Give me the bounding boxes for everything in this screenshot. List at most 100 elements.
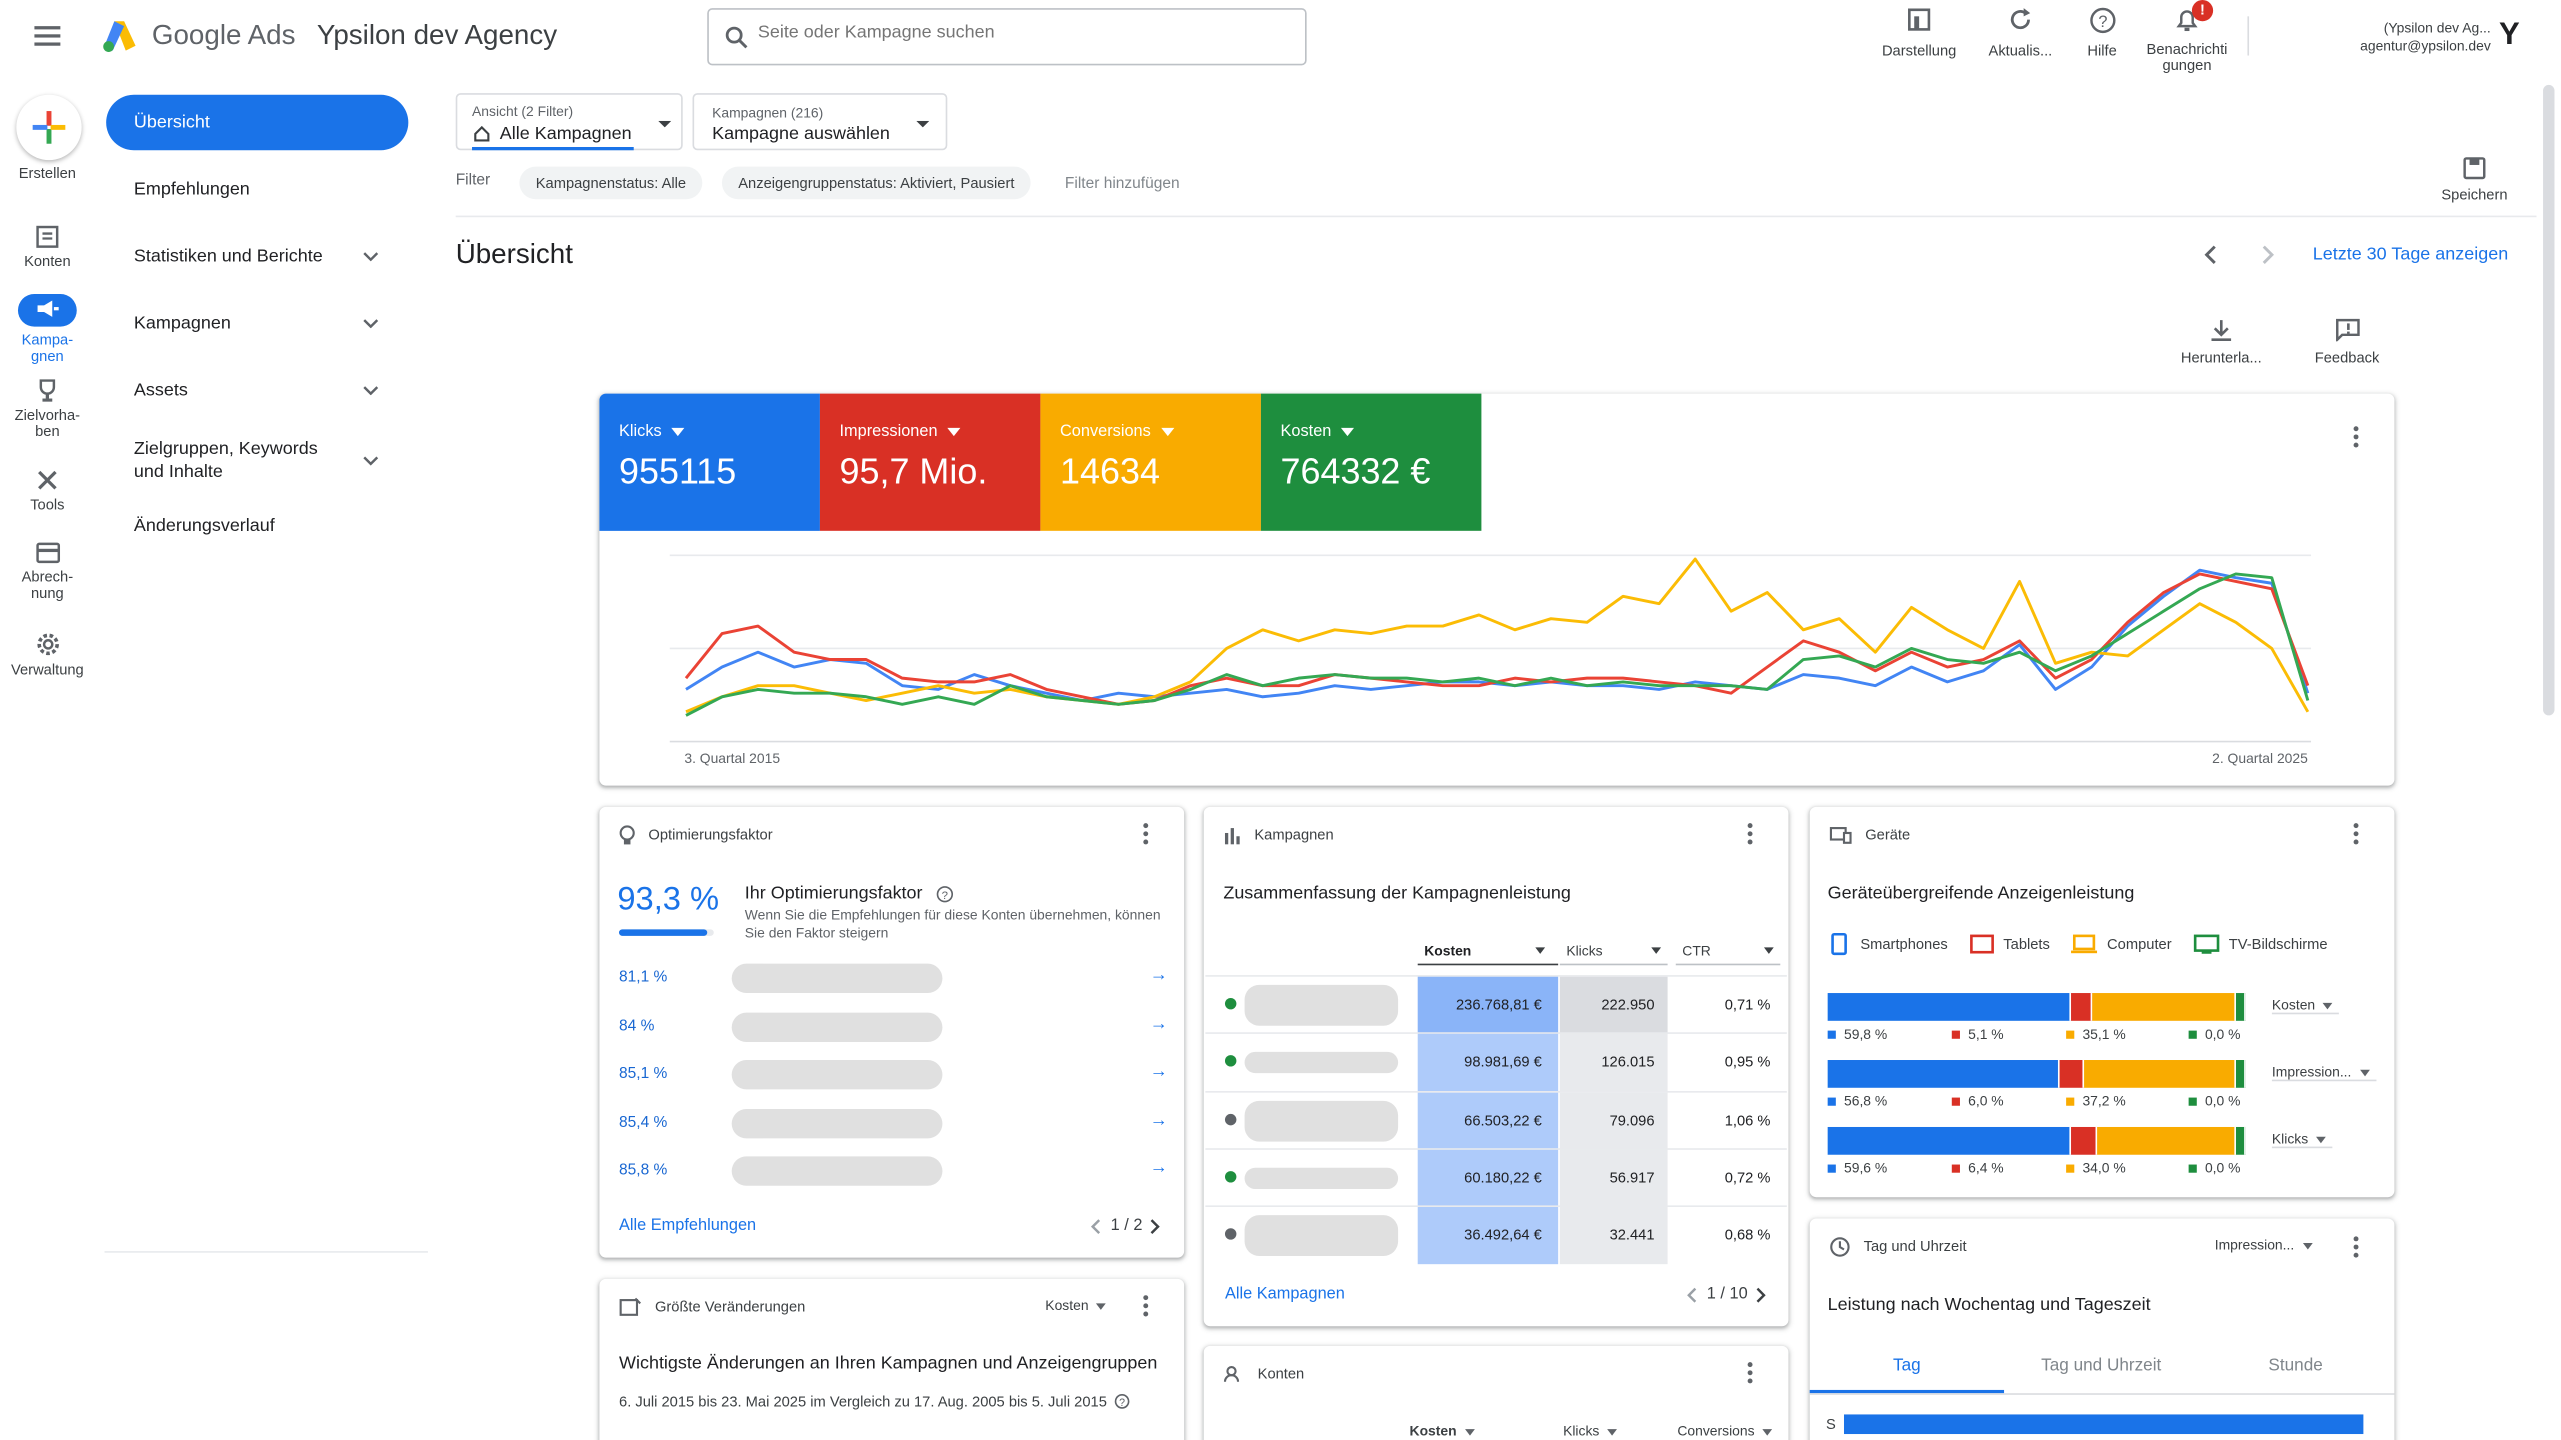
- scrollbar-thumb[interactable]: [2543, 84, 2555, 716]
- table-row[interactable]: 98.981,69 € 126.015 0,95 %: [1205, 1032, 1787, 1092]
- legend-swatch: [1951, 1031, 1960, 1040]
- metric-conversions[interactable]: Conversions 14634: [1040, 393, 1261, 531]
- klicks-value: 126.015: [1601, 1053, 1655, 1071]
- rail-item-zielvorhaben[interactable]: Zielvorha-ben: [0, 379, 95, 439]
- more-options-icon[interactable]: [1143, 1295, 1150, 1319]
- rail-item-konten[interactable]: Konten: [0, 225, 95, 269]
- recommendation-row[interactable]: 81,1 % →: [619, 963, 1168, 994]
- refresh-icon: [2010, 8, 2031, 30]
- date-range-link[interactable]: Letzte 30 Tage anzeigen: [2312, 244, 2509, 265]
- card-title: Tag und Uhrzeit: [1863, 1238, 1967, 1255]
- notifications-button[interactable]: ! Benachrichti gungen: [2140, 0, 2235, 73]
- more-options-icon[interactable]: [2353, 426, 2361, 450]
- recommendation-row[interactable]: 85,4 % →: [619, 1108, 1168, 1138]
- chevron-right-icon[interactable]: [1756, 1287, 1767, 1303]
- search-box[interactable]: [707, 8, 1307, 66]
- rail-item-verwaltung[interactable]: Verwaltung: [0, 632, 95, 678]
- arrow-right-icon[interactable]: →: [1149, 1109, 1168, 1130]
- accounts-col-klicks[interactable]: Klicks: [1563, 1423, 1661, 1439]
- device-metric-dropdown[interactable]: Impression...: [2271, 1063, 2376, 1082]
- metric-impressionen[interactable]: Impressionen 95,7 Mio.: [819, 393, 1041, 531]
- save-button[interactable]: Speichern: [2434, 157, 2516, 203]
- nav-item-statistiken[interactable]: Statistiken und Berichte: [106, 229, 408, 285]
- user-info[interactable]: (Ypsilon dev Ag... agentur@ypsilon.dev: [2303, 20, 2491, 56]
- table-row[interactable]: 236.768,81 € 222.950 0,71 %: [1205, 975, 1787, 1034]
- add-filter[interactable]: Filter hinzufügen: [1064, 174, 1180, 193]
- share-text: 0,0 %: [2204, 1025, 2241, 1043]
- help-icon: ?: [936, 885, 953, 902]
- nav-item-aenderungsverlauf[interactable]: Änderungsverlauf: [106, 498, 408, 554]
- nav-item-assets[interactable]: Assets: [106, 363, 408, 419]
- col-klicks[interactable]: Klicks: [1560, 942, 1668, 959]
- nav-item-zielgruppen[interactable]: Zielgruppen, Keywords und Inhalte: [106, 430, 408, 492]
- metric-klicks[interactable]: Klicks 955115: [599, 393, 820, 531]
- legend-swatch: [1827, 1164, 1836, 1174]
- all-campaigns-link[interactable]: Alle Kampagnen: [1224, 1285, 1345, 1304]
- help-button[interactable]: ? Hilfe: [2056, 3, 2147, 59]
- col-kosten[interactable]: Kosten: [1418, 942, 1558, 959]
- chevron-right-icon[interactable]: [2262, 245, 2275, 265]
- arrow-right-icon[interactable]: →: [1149, 1061, 1168, 1082]
- nav-item-kampagnen[interactable]: Kampagnen: [106, 296, 408, 352]
- menu-icon[interactable]: [34, 24, 61, 47]
- col-ctr[interactable]: CTR: [1676, 942, 1781, 959]
- legend-swatch: [2066, 1031, 2075, 1040]
- avatar[interactable]: Y: [2498, 17, 2520, 53]
- recommendation-score: 84 %: [619, 1016, 655, 1035]
- more-options-icon[interactable]: [1747, 1362, 1755, 1386]
- more-options-icon[interactable]: [2353, 823, 2361, 847]
- recommendation-row[interactable]: 84 % →: [619, 1011, 1168, 1042]
- changes-metric-dropdown[interactable]: Kosten: [1045, 1297, 1106, 1313]
- nav-item-empfehlungen[interactable]: Empfehlungen: [106, 162, 408, 218]
- device-metric-dropdown[interactable]: Klicks: [2271, 1130, 2333, 1149]
- campaign-select[interactable]: Kampagnen (216) Kampagne auswählen: [692, 93, 948, 151]
- search-input[interactable]: [757, 22, 1281, 43]
- device-metric-dropdown[interactable]: Kosten: [2271, 996, 2340, 1015]
- chevron-left-icon[interactable]: [1089, 1218, 1101, 1235]
- more-options-icon[interactable]: [1747, 823, 1755, 847]
- rail-item-tools[interactable]: Tools: [0, 469, 95, 513]
- ctr-value: 0,95 %: [1724, 1053, 1771, 1071]
- metric-kosten[interactable]: Kosten 764332 €: [1260, 393, 1482, 531]
- tools-icon: [38, 470, 57, 490]
- table-row[interactable]: 36.492,64 € 32.441 0,68 %: [1205, 1205, 1787, 1265]
- filter-chip-status[interactable]: Kampagnenstatus: Alle: [519, 166, 703, 200]
- arrow-right-icon[interactable]: →: [1149, 1158, 1168, 1178]
- device-share-label: 6,0 %: [1951, 1093, 2004, 1109]
- card-header: Kampagnen: [1204, 807, 1789, 863]
- account-name[interactable]: Ypsilon dev Agency: [316, 19, 558, 51]
- daytime-metric-dropdown[interactable]: Impression...: [2215, 1236, 2312, 1252]
- tab-tag-und-uhrzeit[interactable]: Tag und Uhrzeit: [2004, 1356, 2198, 1376]
- more-options-icon[interactable]: [2353, 1236, 2361, 1260]
- device-segment: [2059, 1060, 2085, 1088]
- tab-stunde[interactable]: Stunde: [2198, 1356, 2392, 1376]
- accounts-col-kosten[interactable]: Kosten: [1410, 1423, 1544, 1439]
- tab-tag[interactable]: Tag: [1810, 1356, 2004, 1376]
- download-button[interactable]: Herunterla...: [2172, 318, 2270, 366]
- all-recommendations-link[interactable]: Alle Empfehlungen: [619, 1216, 757, 1235]
- table-row[interactable]: 66.503,22 € 79.096 1,06 %: [1205, 1090, 1787, 1150]
- accounts-col-conversions[interactable]: Conversions: [1677, 1423, 1772, 1439]
- chevron-left-icon[interactable]: [1686, 1287, 1697, 1303]
- feedback-button[interactable]: Feedback: [2303, 318, 2391, 366]
- chevron-right-icon[interactable]: [1150, 1218, 1161, 1235]
- legend-swatch: [2066, 1164, 2075, 1174]
- google-ads-logo[interactable]: [100, 16, 139, 55]
- arrow-right-icon[interactable]: →: [1149, 1013, 1168, 1034]
- create-button[interactable]: [16, 94, 82, 161]
- arrow-right-icon[interactable]: →: [1149, 965, 1168, 985]
- recommendation-row[interactable]: 85,8 % →: [619, 1156, 1168, 1186]
- bar-chart-icon: [1224, 827, 1240, 844]
- rail-item-abrechnung[interactable]: Abrech-nung: [0, 542, 95, 601]
- darstellung-button[interactable]: Darstellung: [1873, 3, 1964, 59]
- recommendation-row[interactable]: 85,1 % →: [619, 1060, 1168, 1090]
- rail-item-kampagnen[interactable]: Kampa-gnen: [0, 293, 95, 364]
- nav-item-uebersicht[interactable]: Übersicht: [106, 94, 409, 151]
- filter-chip-adgroup[interactable]: Anzeigengruppenstatus: Aktiviert, Pausie…: [721, 166, 1031, 200]
- more-options-icon[interactable]: [1143, 823, 1150, 847]
- view-select[interactable]: Ansicht (2 Filter) Alle Kampagnen: [455, 93, 683, 151]
- refresh-button[interactable]: Aktualis...: [1975, 3, 2066, 59]
- table-row[interactable]: 60.180,22 € 56.917 0,72 %: [1205, 1148, 1787, 1207]
- optimization-heading: Ihr Optimierungsfaktor ?: [745, 884, 954, 903]
- chevron-left-icon[interactable]: [2203, 245, 2216, 265]
